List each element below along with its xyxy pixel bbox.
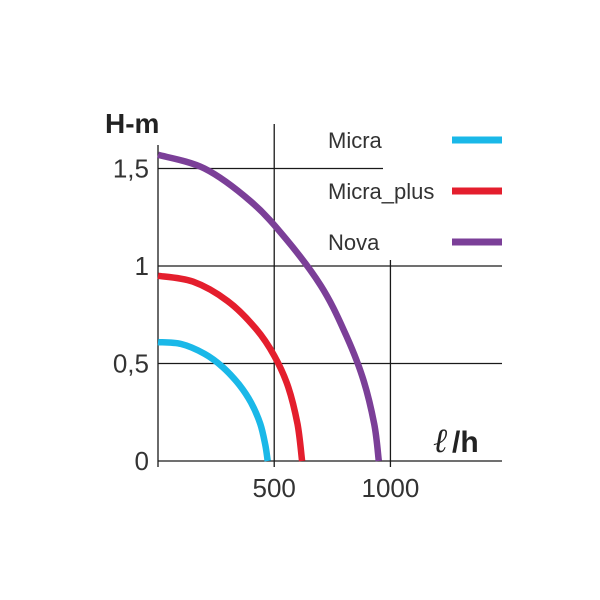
x-tick-label: 1000 <box>362 473 420 503</box>
legend: Micra Micra_plus Nova <box>328 128 502 255</box>
legend-label-micra: Micra <box>328 128 383 153</box>
series-lines <box>157 151 383 462</box>
y-tick-label: 1,5 <box>113 154 149 184</box>
x-axis-unit-symbol: ℓ <box>433 423 447 460</box>
legend-label-nova: Nova <box>328 230 380 255</box>
y-axis-title: H-m <box>105 108 159 139</box>
series-line-nova <box>157 151 383 462</box>
y-tick-label: 1 <box>135 251 149 281</box>
tick-labels: 0 0,5 1 1,5 500 1000 <box>113 154 420 504</box>
x-tick-label: 500 <box>253 473 296 503</box>
series-line-micra <box>157 338 271 462</box>
y-tick-label: 0,5 <box>113 349 149 379</box>
series-line-micra-plus <box>157 272 306 462</box>
y-tick-label: 0 <box>135 446 149 476</box>
legend-label-micra-plus: Micra_plus <box>328 179 434 204</box>
x-axis-unit-suffix: /h <box>452 426 479 459</box>
x-axis-unit: ℓ /h <box>433 423 479 460</box>
